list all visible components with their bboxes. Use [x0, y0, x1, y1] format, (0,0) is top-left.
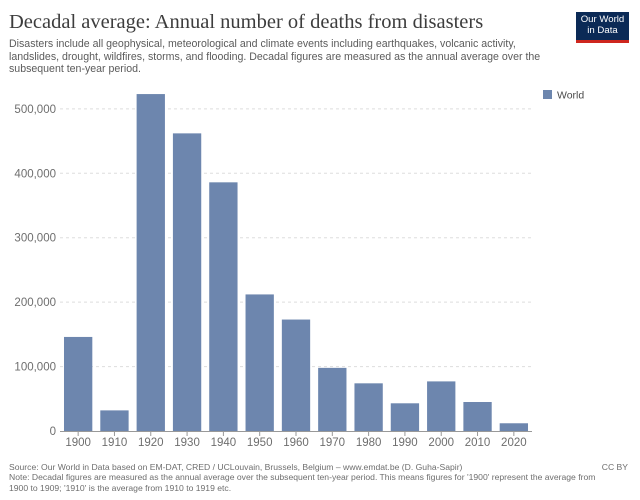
owid-logo[interactable]: Our World in Data	[576, 12, 629, 43]
bar-1960[interactable]	[281, 319, 311, 431]
x-tick-label: 1950	[247, 437, 273, 449]
x-tick-label: 2020	[501, 437, 527, 449]
bar-1900[interactable]	[63, 336, 93, 431]
bar-chart: 0 100,000 200,000 300,000 400,000 500,000 190…	[14, 90, 584, 450]
bar-2020[interactable]	[499, 423, 529, 431]
note-text: Note: Decadal figures are measured as th…	[9, 472, 596, 493]
bar-1990[interactable]	[390, 403, 420, 431]
y-tick-label: 300,000	[14, 233, 56, 245]
x-tick-label: 1980	[356, 437, 382, 449]
bar-1980[interactable]	[354, 383, 383, 431]
x-tick-label: 1900	[65, 437, 91, 449]
bar-1940[interactable]	[209, 182, 238, 431]
y-tick-label: 400,000	[14, 168, 56, 180]
license-link[interactable]: CC BY	[601, 462, 628, 472]
bar-2000[interactable]	[427, 381, 456, 431]
y-tick-label: 500,000	[14, 104, 56, 116]
bar-1970[interactable]	[318, 367, 347, 431]
legend-swatch	[543, 90, 552, 99]
x-axis: 1900 1910 1920 1930 1940 1950 1960 1970 1980 1990…	[60, 431, 532, 449]
bar-1930[interactable]	[172, 133, 202, 431]
x-tick-label: 1920	[138, 437, 164, 449]
chart-title: Decadal average: Annual number of deaths…	[9, 11, 484, 33]
bar-1920[interactable]	[136, 94, 165, 431]
chart-footer: Source: Our World in Data based on EM-DA…	[9, 462, 599, 493]
x-tick-label: 1990	[392, 437, 418, 449]
bar-2010[interactable]	[463, 402, 492, 431]
source-text[interactable]: Source: Our World in Data based on EM-DA…	[9, 462, 463, 472]
bar-1950[interactable]	[245, 294, 274, 431]
bar-1910[interactable]	[100, 410, 129, 431]
x-tick-label: 1970	[320, 437, 346, 449]
y-axis: 0 100,000 200,000 300,000 400,000 500,000	[14, 104, 56, 438]
legend-label-world[interactable]: World	[557, 90, 584, 102]
x-tick-label: 1910	[102, 437, 128, 449]
bars	[63, 94, 529, 431]
x-tick-label: 2000	[428, 437, 454, 449]
y-tick-label: 100,000	[14, 362, 56, 374]
chart-subtitle: Disasters include all geophysical, meteo…	[9, 38, 541, 76]
legend[interactable]: World	[543, 90, 584, 102]
x-tick-label: 1930	[174, 437, 200, 449]
x-tick-label: 1940	[211, 437, 237, 449]
x-tick-label: 1960	[283, 437, 309, 449]
x-tick-label: 2010	[465, 437, 491, 449]
y-tick-label: 200,000	[14, 297, 56, 309]
y-tick-label: 0	[50, 426, 56, 438]
